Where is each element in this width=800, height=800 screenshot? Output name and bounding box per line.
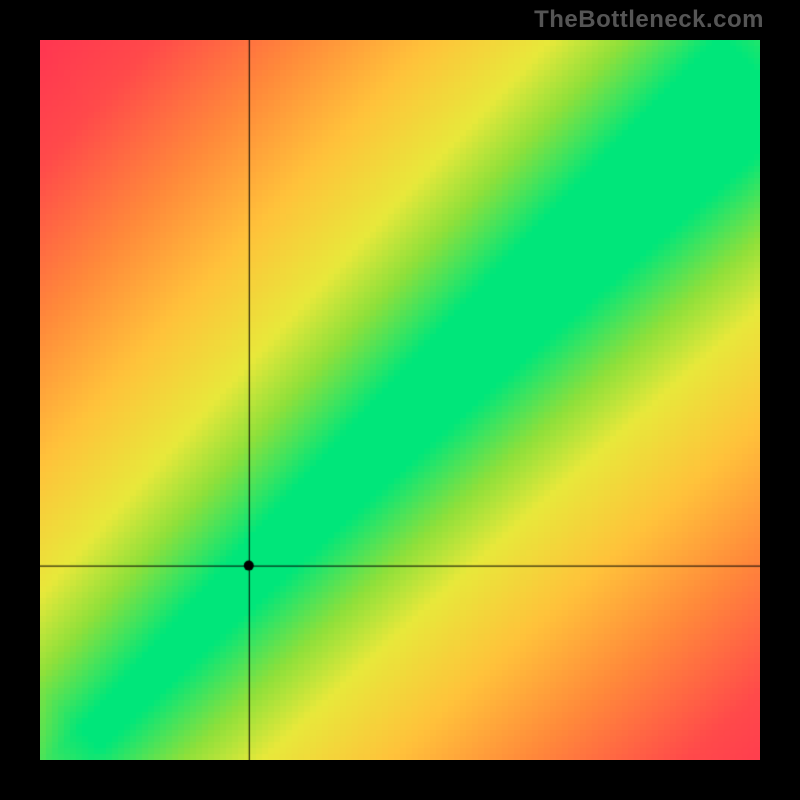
heatmap-canvas xyxy=(40,40,760,760)
watermark-text: TheBottleneck.com xyxy=(534,6,764,34)
chart-container: TheBottleneck.com xyxy=(0,0,800,800)
